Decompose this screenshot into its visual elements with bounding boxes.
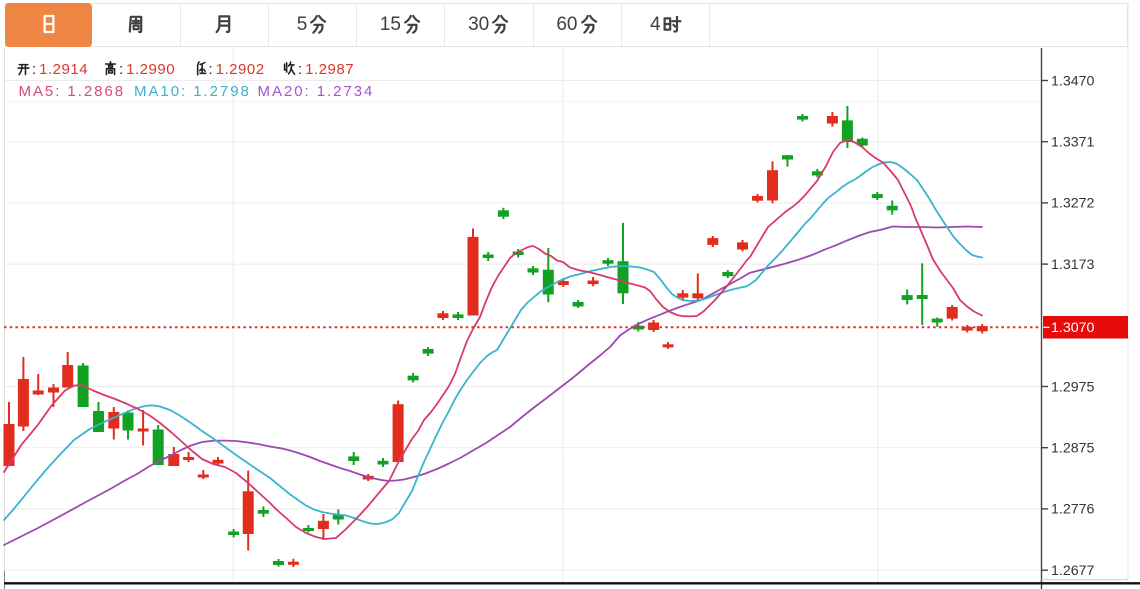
svg-text:1.2776: 1.2776 xyxy=(1051,502,1095,518)
svg-text:1.2875: 1.2875 xyxy=(1051,441,1095,457)
svg-text:1.3371: 1.3371 xyxy=(1051,135,1095,151)
svg-text:1.3173: 1.3173 xyxy=(1051,257,1095,273)
svg-text:1.3070: 1.3070 xyxy=(1051,320,1095,336)
svg-text:1.3470: 1.3470 xyxy=(1051,73,1095,89)
svg-text:1.2975: 1.2975 xyxy=(1051,379,1095,395)
svg-text:1.2677: 1.2677 xyxy=(1051,563,1095,579)
svg-text:1.3272: 1.3272 xyxy=(1051,196,1095,212)
